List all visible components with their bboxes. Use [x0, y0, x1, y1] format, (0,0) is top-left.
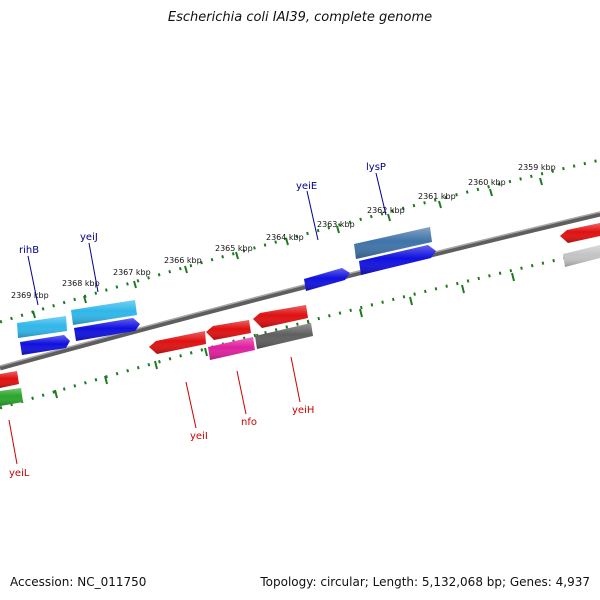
gene-silver-right-shade	[563, 245, 600, 267]
tick-mark	[539, 177, 543, 186]
label-nfo: nfo	[241, 417, 257, 428]
tick-mark	[359, 308, 363, 318]
kbp-labels: 2369 kbp 2368 kbp 2367 kbp 2366 kbp 2365…	[11, 163, 556, 300]
gene-labels: rihB yeiJ yeiE lysP yeiI nfo yeiH yeiL	[9, 162, 386, 479]
gene-red-3-shade	[253, 305, 308, 328]
tick-mark	[133, 280, 137, 289]
accession-text: Accession: NC_011750	[10, 575, 147, 589]
tick-mark	[204, 347, 208, 357]
gene-blue-1-shade	[20, 335, 70, 355]
gene-red-2-shade	[206, 320, 251, 340]
tick-mark	[154, 360, 158, 370]
gene-blue-3-shade	[359, 245, 436, 275]
tick-label-2363: 2363 kbp	[317, 220, 355, 229]
tick-mark	[489, 188, 493, 197]
tick-mark	[32, 310, 36, 319]
tick-label-2362: 2362 kbp	[367, 206, 405, 215]
reverse-genes	[0, 223, 600, 406]
tick-mark	[83, 295, 87, 304]
tick-mark	[438, 200, 442, 209]
gene-yeiH-shade	[255, 323, 313, 349]
tick-label-2361: 2361 kbp	[418, 192, 456, 201]
gene-yeiI-shade	[149, 331, 206, 354]
tick-label-2359: 2359 kbp	[518, 163, 556, 172]
outer-major-ticks	[32, 177, 543, 319]
tick-mark	[285, 237, 289, 246]
tick-mark	[235, 251, 239, 260]
label-yeiH: yeiH	[292, 405, 314, 416]
leader-nfo	[236, 370, 247, 415]
tick-label-2364: 2364 kbp	[266, 233, 304, 242]
leader-yeiL	[8, 419, 18, 465]
label-yeiE: yeiE	[296, 181, 317, 192]
gene-yeiE-shade	[304, 268, 350, 291]
genome-summary-text: Topology: circular; Length: 5,132,068 bp…	[260, 575, 590, 589]
gene-lysP-shade	[354, 227, 432, 259]
page-title: Escherichia coli IAI39, complete genome	[167, 10, 433, 25]
tick-label-2368: 2368 kbp	[62, 279, 100, 288]
tick-mark	[336, 225, 340, 234]
tick-mark	[54, 389, 58, 399]
label-yeiL: yeiL	[9, 468, 30, 479]
tick-mark	[184, 265, 188, 274]
gene-blue-2-shade	[74, 318, 140, 341]
label-lysP: lysP	[366, 162, 386, 173]
tick-mark	[104, 375, 108, 385]
leader-yeiJ	[88, 242, 99, 293]
genome-backbone-highlight	[0, 211, 600, 367]
gene-yeiJ-shade	[71, 300, 137, 325]
label-yeiI: yeiI	[190, 431, 208, 442]
tick-label-2367: 2367 kbp	[113, 268, 151, 277]
leader-lysP	[375, 172, 387, 216]
tick-label-2365: 2365 kbp	[215, 244, 253, 253]
forward-genes	[17, 227, 436, 355]
gene-nfo-shade	[208, 337, 255, 360]
genome-backbone	[0, 211, 600, 371]
label-leaders	[8, 172, 387, 465]
tick-mark	[409, 296, 413, 306]
leader-yeiH	[290, 356, 301, 403]
tick-mark	[461, 284, 465, 294]
leader-yeiI	[185, 381, 197, 429]
label-yeiJ: yeiJ	[80, 232, 98, 243]
gene-red-left-shade	[0, 371, 19, 388]
tick-label-2366: 2366 kbp	[164, 256, 202, 265]
tick-label-2360: 2360 kbp	[468, 178, 506, 187]
leader-rihB	[27, 255, 39, 306]
gene-red-right-shade	[560, 223, 600, 243]
gene-yeiL-shade	[0, 388, 23, 406]
tick-mark	[387, 213, 391, 222]
leader-yeiE	[306, 190, 319, 241]
label-rihB: rihB	[19, 245, 39, 256]
tick-label-2369: 2369 kbp	[11, 291, 49, 300]
tick-mark	[511, 272, 515, 282]
gene-rihB-shade	[17, 316, 67, 338]
